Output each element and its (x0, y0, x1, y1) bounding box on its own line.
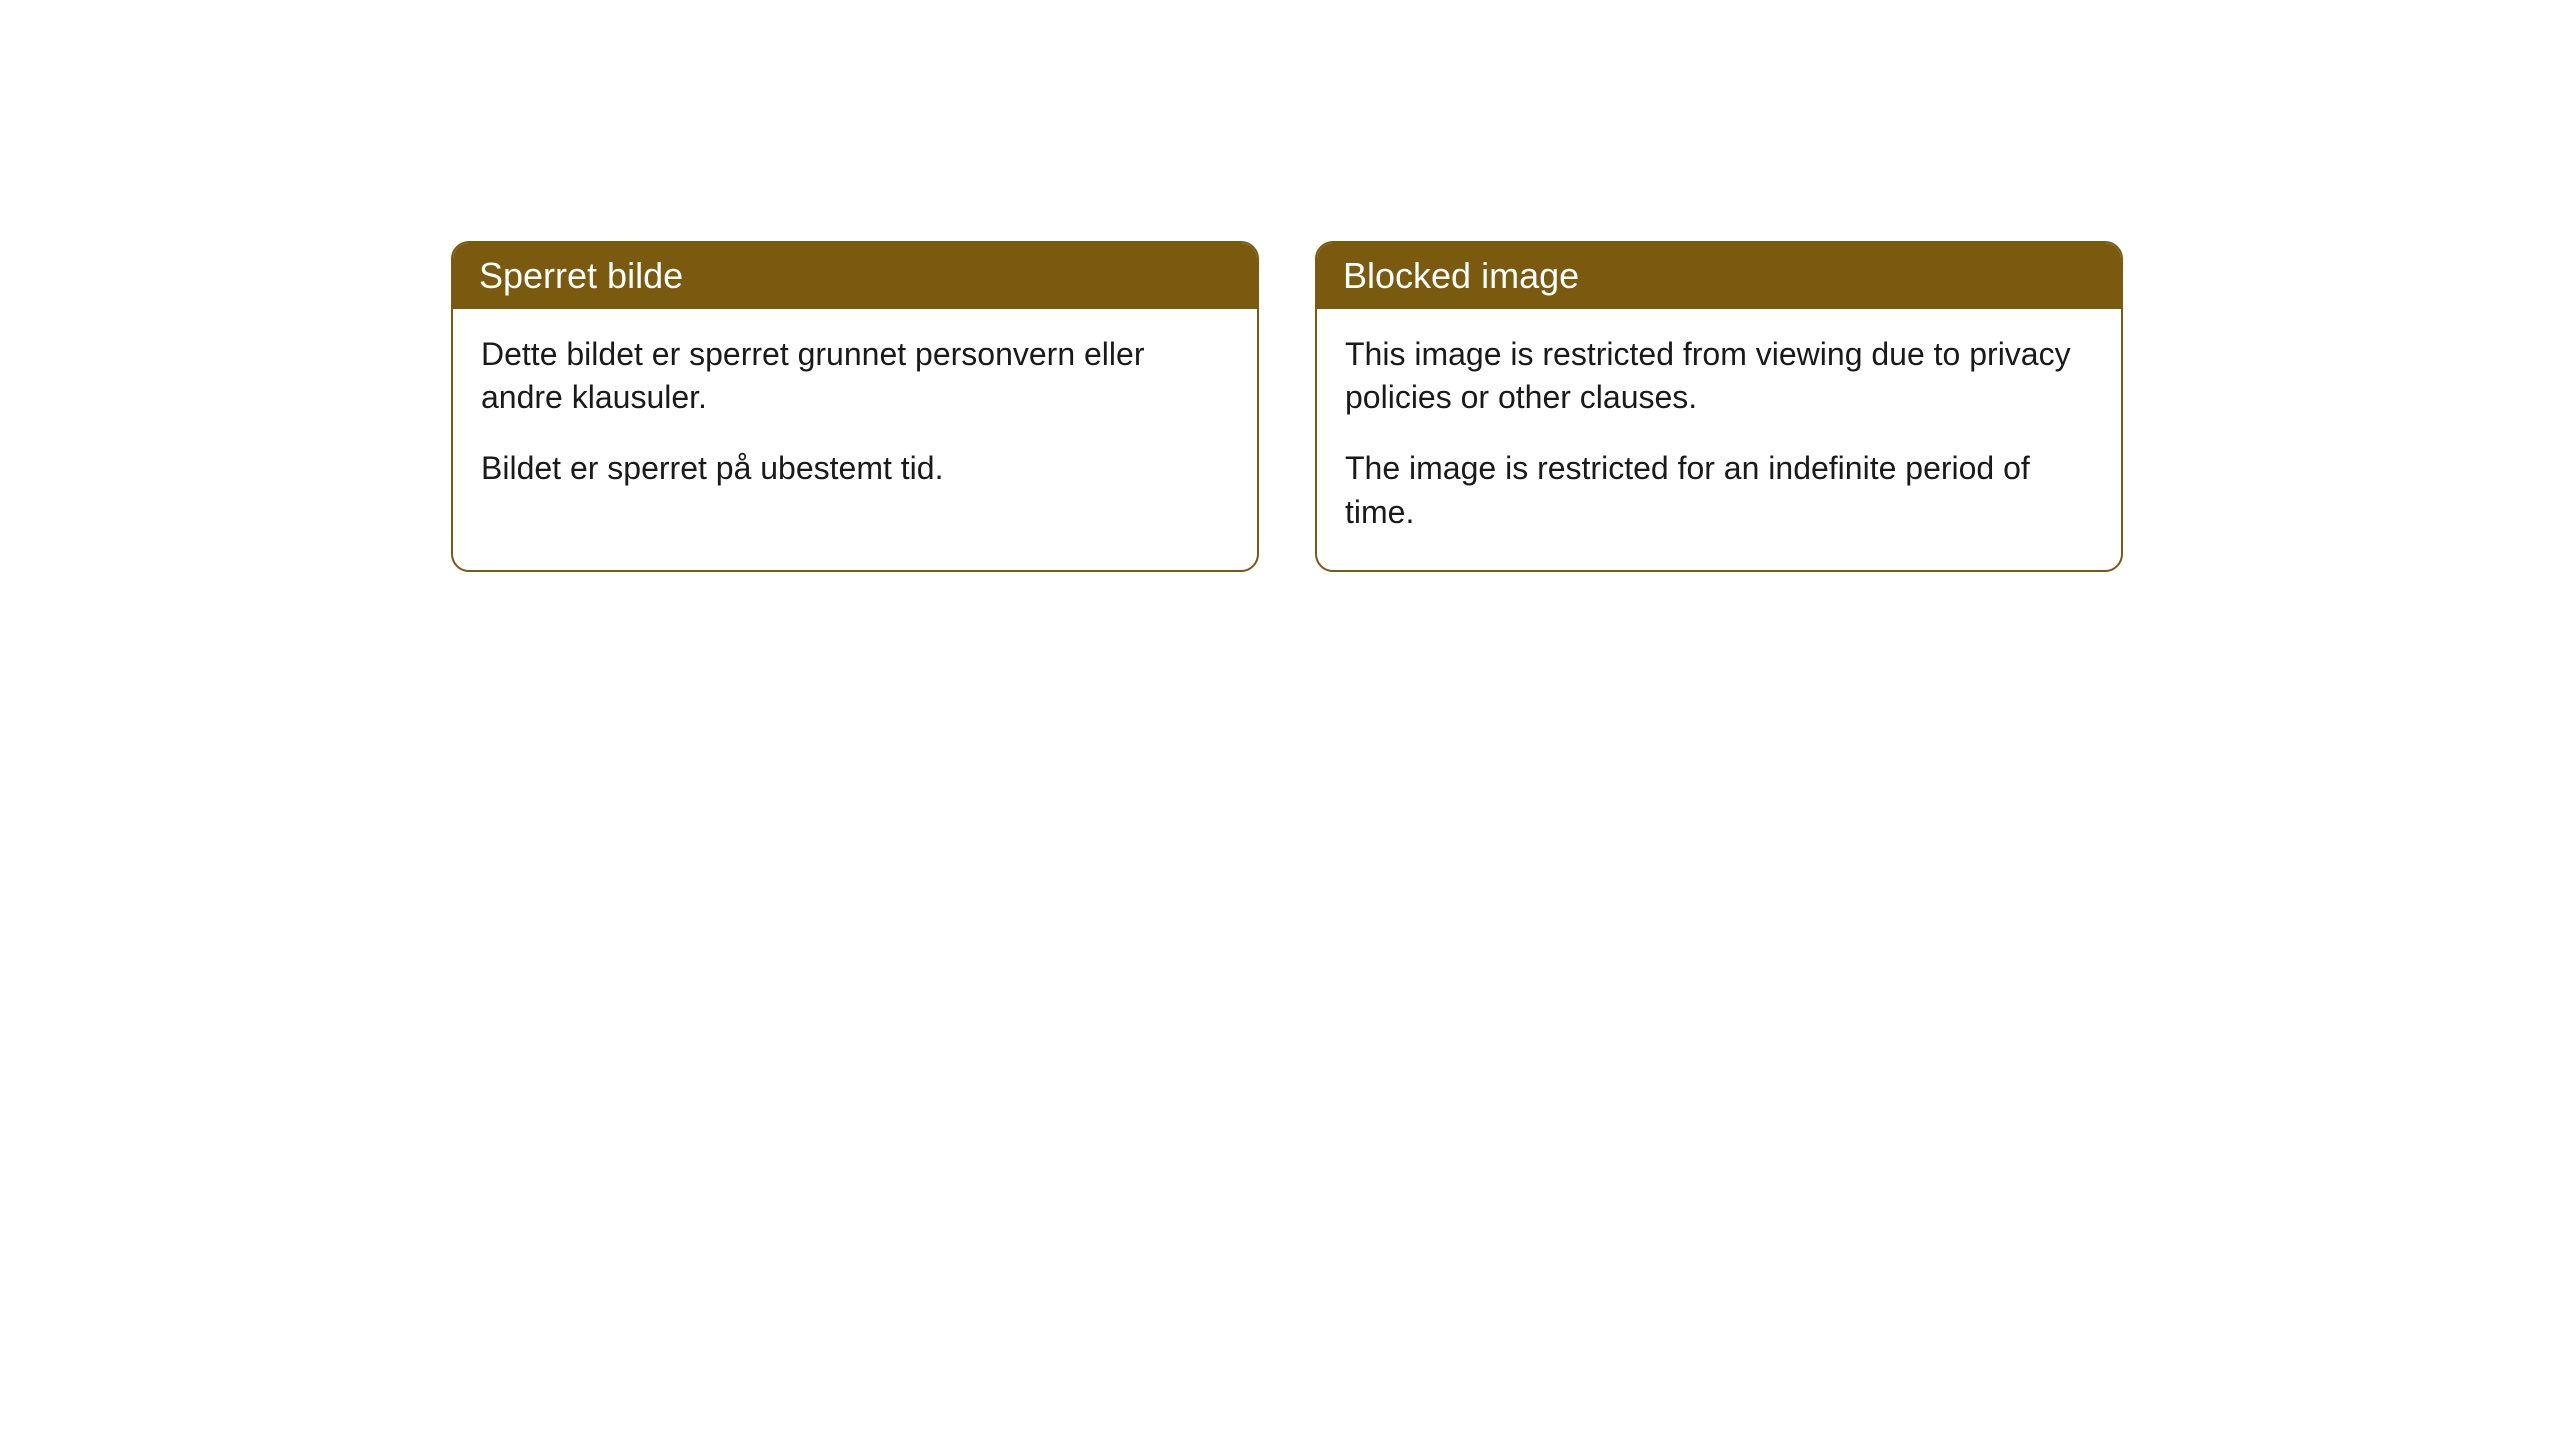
notice-paragraph-1-english: This image is restricted from viewing du… (1345, 333, 2093, 419)
notice-body-english: This image is restricted from viewing du… (1317, 309, 2121, 570)
notice-paragraph-2-norwegian: Bildet er sperret på ubestemt tid. (481, 447, 1229, 490)
notice-header-english: Blocked image (1317, 243, 2121, 309)
notice-card-norwegian: Sperret bilde Dette bildet er sperret gr… (451, 241, 1259, 572)
notice-paragraph-1-norwegian: Dette bildet er sperret grunnet personve… (481, 333, 1229, 419)
notice-header-norwegian: Sperret bilde (453, 243, 1257, 309)
notice-body-norwegian: Dette bildet er sperret grunnet personve… (453, 309, 1257, 527)
notice-card-english: Blocked image This image is restricted f… (1315, 241, 2123, 572)
notice-container: Sperret bilde Dette bildet er sperret gr… (451, 241, 2123, 572)
notice-paragraph-2-english: The image is restricted for an indefinit… (1345, 447, 2093, 533)
